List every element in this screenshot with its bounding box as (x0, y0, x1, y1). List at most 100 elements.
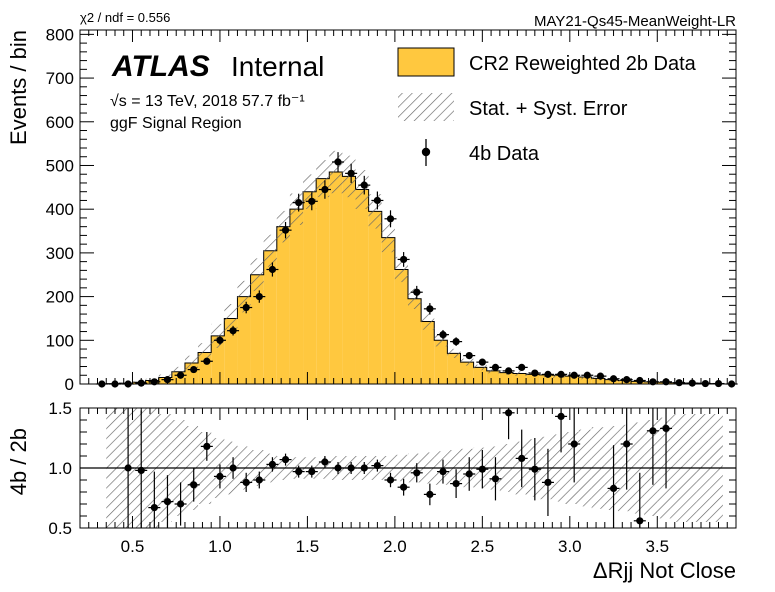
ratio-point (334, 464, 342, 472)
hist-bin (394, 269, 408, 384)
ratio-x-tick-label: 3.0 (558, 537, 582, 556)
ratio-point (124, 464, 132, 472)
error-band-bin (250, 258, 264, 292)
ratio-point (478, 465, 486, 473)
ratio-point (609, 484, 618, 492)
ratio-point (176, 500, 185, 508)
error-band-bin (447, 348, 461, 358)
ratio-point (465, 470, 473, 478)
ratio-point (203, 442, 211, 450)
data-point (452, 338, 460, 346)
ratio-point (386, 476, 395, 484)
data-point (504, 367, 513, 375)
ratio-point (426, 490, 434, 498)
data-point (465, 351, 473, 360)
ratio-point (255, 476, 263, 484)
main-y-tick-label: 400 (46, 200, 74, 219)
data-point (203, 357, 211, 365)
ratio-x-tick-label: 0.5 (121, 537, 145, 556)
ratio-y-ticks: 0.5 1.0 1.5 (48, 399, 736, 538)
ratio-point (137, 466, 145, 474)
ratio-point (544, 478, 552, 486)
error-band-bin (355, 170, 369, 209)
main-y-tick-label: 800 (46, 25, 74, 44)
error-band-bin (381, 222, 395, 253)
main-y-ticks: 0 100 200 300 400 500 600 700 800 (46, 25, 736, 394)
main-y-tick-label: 600 (46, 113, 74, 132)
hist-bin (486, 370, 500, 384)
data-point (413, 288, 421, 296)
data-point (544, 370, 552, 378)
legend-swatch-fill (397, 47, 455, 77)
error-band-bin (460, 358, 474, 366)
ratio-point (373, 462, 381, 470)
data-point (426, 305, 434, 313)
data-point (295, 199, 303, 207)
error-band-bin (421, 313, 435, 330)
ratio-x-ticks: 0.5 1.0 1.5 2.0 2.5 3.0 3.5 (88, 408, 737, 556)
hist-bin (473, 367, 487, 384)
hist-bin (329, 172, 343, 384)
error-band-bin (512, 371, 527, 376)
hist-bin (408, 298, 422, 384)
data-point (583, 371, 591, 379)
error-band-bin (211, 323, 225, 348)
atlas-brand: ATLAS (111, 50, 210, 83)
x-axis-title: ΔRjj Not Close (593, 558, 736, 583)
hist-bin (578, 377, 592, 384)
data-point (400, 255, 408, 264)
hist-bin (512, 373, 527, 384)
hist-bin (421, 321, 435, 384)
ratio-x-tick-label: 2.0 (383, 537, 407, 556)
ratio-point (662, 424, 670, 432)
legend: CR2 Reweighted 2b Data Stat. + Syst. Err… (397, 47, 697, 166)
data-point (255, 292, 263, 301)
main-frame (79, 29, 737, 385)
error-band-bin (342, 155, 356, 198)
data-point (334, 158, 342, 166)
ratio-y-tick-label: 1.5 (48, 399, 72, 418)
data-point (478, 358, 486, 366)
ratio-point (491, 475, 500, 483)
hist-bin (539, 374, 553, 384)
hist-bin (368, 211, 382, 384)
data-point (596, 372, 605, 380)
data-point (229, 327, 237, 335)
ratio-point (360, 464, 368, 472)
hist-bin (565, 376, 579, 384)
error-band-bin (263, 234, 277, 267)
data-point (347, 169, 355, 177)
hist-bin (604, 379, 618, 384)
data-point (242, 303, 250, 312)
histogram-2b (105, 171, 724, 385)
hist-bin (355, 189, 369, 384)
main-y-tick-label: 300 (46, 244, 74, 263)
legend-label-error: Stat. + Syst. Error (469, 98, 628, 120)
data-point (190, 365, 198, 374)
data-point (675, 379, 683, 387)
ratio-point (295, 468, 303, 476)
error-band-bin (473, 364, 487, 371)
data-point (531, 369, 539, 377)
hist-bin (303, 191, 317, 384)
ratio-point (347, 464, 355, 472)
data-point (557, 370, 565, 378)
main-panel: 0 100 200 300 400 500 600 700 800 (46, 25, 738, 394)
main-y-axis-title: Events / bin (6, 30, 31, 145)
hist-bin (499, 372, 513, 384)
legend-label-2b: CR2 Reweighted 2b Data (469, 53, 697, 75)
ratio-x-tick-label: 1.0 (208, 537, 232, 556)
legend-swatch-hatch (398, 93, 454, 121)
legend-marker-4b (421, 139, 431, 166)
hist-bin (263, 250, 277, 384)
ratio-point (649, 427, 657, 435)
data-point (623, 376, 631, 384)
main-y-tick-label: 0 (65, 375, 74, 394)
data-point (216, 336, 224, 344)
ratio-x-tick-label: 1.5 (296, 537, 320, 556)
hist-bin (224, 318, 238, 384)
hist-bin (460, 362, 474, 384)
main-x-ticks (88, 30, 737, 384)
hist-bin (276, 226, 290, 384)
data-point (386, 215, 395, 223)
